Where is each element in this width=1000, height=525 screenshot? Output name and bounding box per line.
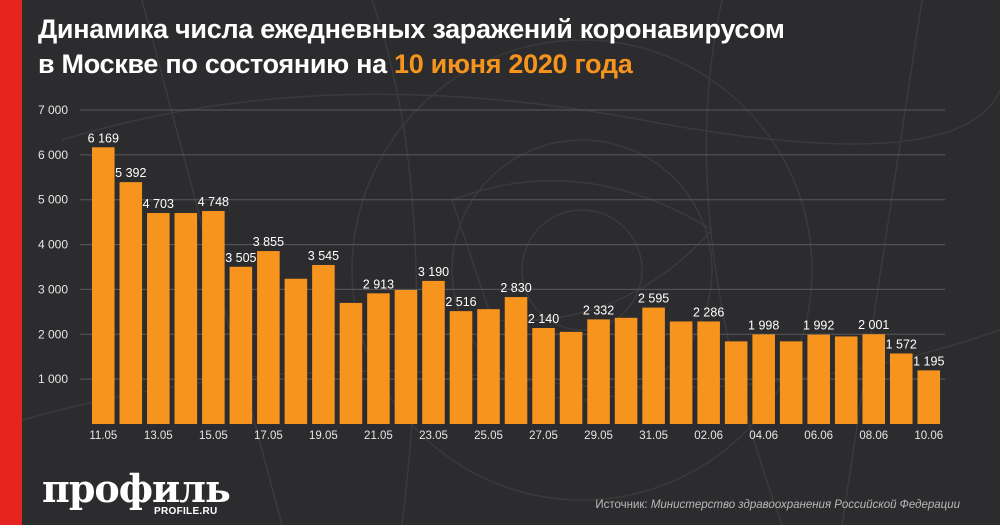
y-tick-label: 3 000 <box>38 282 68 296</box>
y-tick-label: 4 000 <box>38 238 68 252</box>
value-label: 1 195 <box>913 354 944 368</box>
bar <box>477 309 500 424</box>
x-tick-label: 10.06 <box>914 430 943 442</box>
x-tick-label: 04.06 <box>749 430 778 442</box>
value-label: 6 169 <box>88 131 119 145</box>
bar <box>559 331 583 424</box>
bar <box>312 264 335 424</box>
bars <box>92 147 941 424</box>
bar <box>504 297 528 424</box>
bar <box>394 289 418 424</box>
chart-title: Динамика числа ежедневных заражений коро… <box>38 12 988 82</box>
bar <box>917 370 941 424</box>
x-tick-label: 29.05 <box>584 430 613 442</box>
source-prefix: Источник: <box>595 499 651 511</box>
bar <box>889 353 913 424</box>
bar <box>724 341 748 424</box>
bar <box>119 182 143 424</box>
y-tick-label: 5 000 <box>38 193 68 207</box>
value-label: 3 855 <box>253 235 284 249</box>
x-tick-label: 13.05 <box>144 430 173 442</box>
value-label: 1 572 <box>886 337 917 351</box>
bar <box>752 334 775 424</box>
value-label: 2 830 <box>500 281 531 295</box>
x-tick-label: 21.05 <box>364 430 393 442</box>
value-label: 2 516 <box>445 295 476 309</box>
bar <box>449 311 473 424</box>
bar <box>807 334 830 424</box>
bar <box>257 251 280 424</box>
bar <box>284 278 308 424</box>
y-tick-label: 6 000 <box>38 148 68 162</box>
logo-name: профиль <box>42 466 231 511</box>
x-tick-label: 15.05 <box>199 430 228 442</box>
x-tick-label: 06.06 <box>804 430 833 442</box>
title-line-2-text: в Москве по состоянию на <box>38 49 395 79</box>
bar <box>174 213 198 424</box>
x-tick-label: 08.06 <box>859 430 888 442</box>
value-label: 2 140 <box>528 312 559 326</box>
x-tick-label: 19.05 <box>309 430 338 442</box>
bar <box>834 336 858 424</box>
bar <box>367 293 390 424</box>
bar <box>614 317 638 424</box>
bar <box>422 280 445 424</box>
bar <box>862 334 886 424</box>
y-tick-label: 1 000 <box>38 372 68 386</box>
source-note: Источник: Министерство здравоохранения Р… <box>595 499 960 511</box>
value-label: 1 998 <box>748 318 779 332</box>
brand-side-bar <box>0 0 22 525</box>
bar <box>339 302 363 424</box>
x-tick-label: 23.05 <box>419 430 448 442</box>
source-org: Министерство здравоохранения Российской … <box>650 499 960 511</box>
value-label: 2 286 <box>693 305 724 319</box>
title-line-1: Динамика числа ежедневных заражений коро… <box>38 14 785 44</box>
title-date: 10 июня 2020 года <box>394 49 633 79</box>
value-label: 2 001 <box>858 318 889 332</box>
y-tick-label: 7 000 <box>38 103 68 117</box>
value-labels: 6 169 5 392 4 703 4 748 3 505 3 855 3 545 2 913… <box>88 131 945 368</box>
logo-site: PROFILE.RU <box>154 506 218 517</box>
y-axis-ticks: 1 000 2 000 3 000 4 000 5 000 6 000 7 000 <box>38 103 68 386</box>
value-label: 3 190 <box>418 265 449 279</box>
profile-logo: профиль PROFILE.RU <box>42 466 231 518</box>
x-tick-label: 31.05 <box>639 430 668 442</box>
x-axis-ticks: 11.05 13.05 15.05 17.05 19.05 21.05 23.05 25.05… <box>89 430 943 442</box>
bar <box>92 147 115 424</box>
x-tick-label: 17.05 <box>254 430 283 442</box>
value-label: 3 505 <box>225 251 256 265</box>
value-label: 3 545 <box>308 249 339 263</box>
value-label: 4 703 <box>143 197 174 211</box>
value-label: 2 595 <box>638 292 669 306</box>
title-line-2: в Москве по состоянию на 10 июня 2020 го… <box>38 47 988 82</box>
value-label: 4 748 <box>198 195 229 209</box>
value-label: 1 992 <box>803 319 834 333</box>
x-tick-label: 27.05 <box>529 430 558 442</box>
x-tick-label: 25.05 <box>474 430 503 442</box>
bar <box>202 211 225 424</box>
bar <box>587 319 610 424</box>
value-label: 2 913 <box>363 277 394 291</box>
value-label: 2 332 <box>583 303 614 317</box>
x-tick-label: 11.05 <box>89 430 117 442</box>
y-tick-label: 2 000 <box>38 327 68 341</box>
bar <box>229 266 253 424</box>
bar <box>669 321 693 424</box>
x-tick-label: 02.06 <box>694 430 723 442</box>
bar <box>147 213 170 424</box>
bar <box>697 321 720 424</box>
value-label: 5 392 <box>115 166 146 180</box>
bar <box>642 307 665 424</box>
bar <box>532 328 555 424</box>
bar <box>779 341 803 424</box>
